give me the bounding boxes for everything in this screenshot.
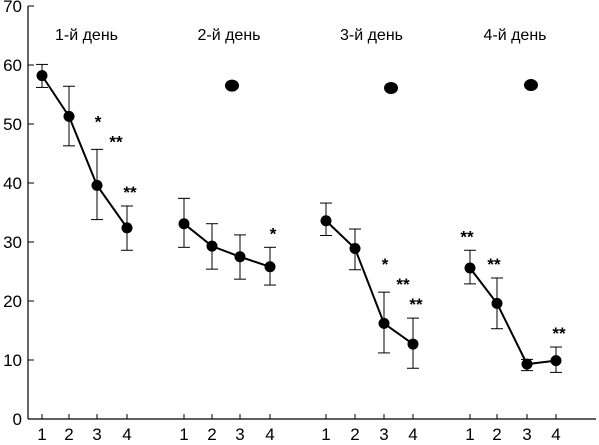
y-axis-ticks: 0 10 20 30 40 50 60 70 bbox=[3, 0, 34, 429]
y-tick-label: 50 bbox=[3, 115, 22, 134]
data-point bbox=[349, 242, 361, 254]
x-tick-label: 1 bbox=[37, 425, 46, 444]
significance-mark: ** bbox=[396, 275, 410, 294]
x-tick-label: 1 bbox=[321, 425, 330, 444]
extra-point bbox=[384, 82, 398, 95]
panel-2: 2-й день 1 2 3 4 * bbox=[178, 27, 277, 444]
x-tick-label: 1 bbox=[465, 425, 474, 444]
data-point bbox=[63, 110, 75, 122]
series-line bbox=[41, 75, 128, 229]
extra-point bbox=[524, 79, 538, 92]
x-tick-label: 3 bbox=[235, 425, 244, 444]
data-point bbox=[178, 218, 190, 230]
significance-mark: ** bbox=[109, 132, 123, 151]
data-point bbox=[550, 355, 562, 367]
data-point bbox=[36, 70, 48, 82]
data-point bbox=[521, 358, 533, 370]
x-tick-label: 4 bbox=[408, 425, 417, 444]
panel-label: 2-й день bbox=[197, 27, 260, 44]
y-tick-label: 60 bbox=[3, 56, 22, 75]
extra-point bbox=[225, 79, 239, 92]
series-line bbox=[469, 267, 557, 366]
axes bbox=[27, 6, 596, 420]
y-tick-label: 70 bbox=[3, 0, 22, 16]
significance-mark: ** bbox=[409, 295, 423, 314]
series-line bbox=[325, 220, 414, 345]
x-tick-label: 4 bbox=[122, 425, 131, 444]
panel-label: 4-й день bbox=[483, 27, 546, 44]
x-tick-label: 1 bbox=[179, 425, 188, 444]
significance-mark: * bbox=[95, 112, 102, 131]
data-point bbox=[234, 251, 246, 263]
data-point bbox=[264, 261, 276, 273]
y-tick-label: 30 bbox=[3, 233, 22, 252]
x-tick-label: 2 bbox=[492, 425, 501, 444]
panel-4: 4-й день 1 2 3 4 ** ** ** bbox=[460, 27, 566, 444]
data-point bbox=[378, 317, 390, 329]
x-tick-label: 3 bbox=[379, 425, 388, 444]
x-tick-label: 3 bbox=[522, 425, 531, 444]
significance-mark: ** bbox=[460, 227, 474, 246]
x-tick-label: 2 bbox=[207, 425, 216, 444]
data-point bbox=[91, 179, 103, 191]
significance-mark: ** bbox=[552, 324, 566, 343]
panel-label: 3-й день bbox=[340, 27, 403, 44]
data-point bbox=[121, 222, 133, 234]
y-tick-label: 10 bbox=[3, 351, 22, 370]
significance-mark: ** bbox=[487, 255, 501, 274]
x-tick-label: 3 bbox=[92, 425, 101, 444]
x-tick-label: 2 bbox=[64, 425, 73, 444]
data-point bbox=[464, 262, 476, 274]
panel-label: 1-й день bbox=[55, 27, 118, 44]
y-tick-label: 40 bbox=[3, 174, 22, 193]
data-point bbox=[407, 338, 419, 350]
x-tick-label: 4 bbox=[265, 425, 274, 444]
y-tick-label: 0 bbox=[13, 410, 22, 429]
significance-mark: * bbox=[382, 255, 389, 274]
x-tick-label: 2 bbox=[350, 425, 359, 444]
data-point bbox=[206, 240, 218, 252]
y-tick-label: 20 bbox=[3, 292, 22, 311]
data-point bbox=[491, 297, 503, 309]
data-point bbox=[320, 215, 332, 227]
significance-mark: * bbox=[270, 224, 277, 243]
series-line bbox=[183, 222, 271, 268]
x-tick-label: 4 bbox=[551, 425, 560, 444]
significance-mark: ** bbox=[123, 183, 137, 202]
